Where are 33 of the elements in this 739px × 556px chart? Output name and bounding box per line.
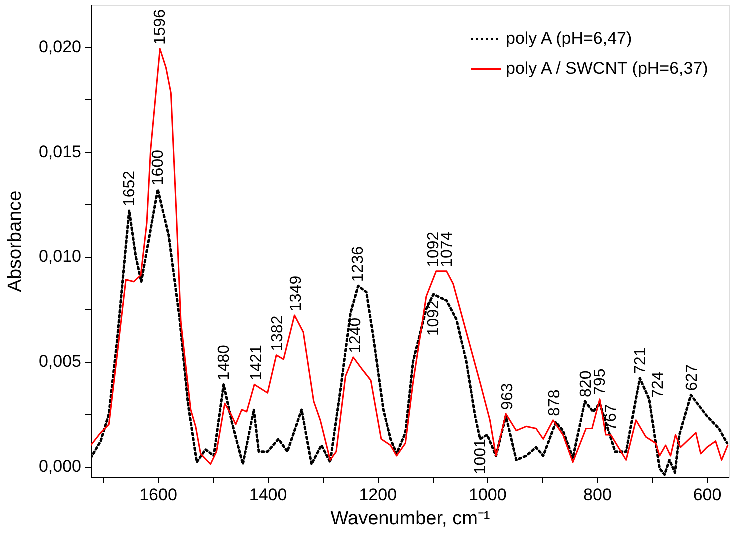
annotation: 795 xyxy=(592,368,609,396)
annotation: 1092 xyxy=(426,300,443,336)
annotation: 1652 xyxy=(121,170,138,207)
annotation: 1480 xyxy=(216,345,233,381)
annotation: 1421 xyxy=(248,345,266,381)
x-tick-label: 1200 xyxy=(359,486,398,504)
annotation: 963 xyxy=(500,383,517,410)
y-tick-label: 0,005 xyxy=(38,352,82,372)
annotation: 721 xyxy=(632,348,650,374)
legend-label: poly A / SWCNT (pH=6,37) xyxy=(506,59,708,78)
annotation: 1596 xyxy=(152,9,170,46)
annotation: 1349 xyxy=(288,276,305,312)
annotation: 1236 xyxy=(350,246,367,282)
x-tick-label: 600 xyxy=(693,486,722,504)
y-tick-label: 0,010 xyxy=(38,247,82,266)
y-tick-label: 0,015 xyxy=(38,142,82,162)
y-tick-label: 0,000 xyxy=(38,457,82,476)
annotation: 1382 xyxy=(270,316,287,352)
y-axis-title: Absorbance xyxy=(4,190,26,292)
annotation: 1600 xyxy=(150,150,167,186)
annotation: 878 xyxy=(546,390,564,416)
annotation: 627 xyxy=(684,364,702,392)
legend-label: poly A (pH=6,47) xyxy=(506,29,632,48)
y-tick-label: 0,020 xyxy=(38,37,82,56)
annotation: 1001 xyxy=(472,438,490,475)
x-tick-label: 1400 xyxy=(249,486,288,504)
x-tick-label: 800 xyxy=(584,486,612,504)
x-tick-label: 1600 xyxy=(140,486,178,504)
annotation: 1074 xyxy=(438,232,456,268)
x-axis-title: Wavenumber, cm⁻¹ xyxy=(330,508,490,530)
x-tick-label: 1000 xyxy=(469,486,507,504)
annotation: 724 xyxy=(650,372,668,398)
annotation: 1240 xyxy=(348,318,365,354)
